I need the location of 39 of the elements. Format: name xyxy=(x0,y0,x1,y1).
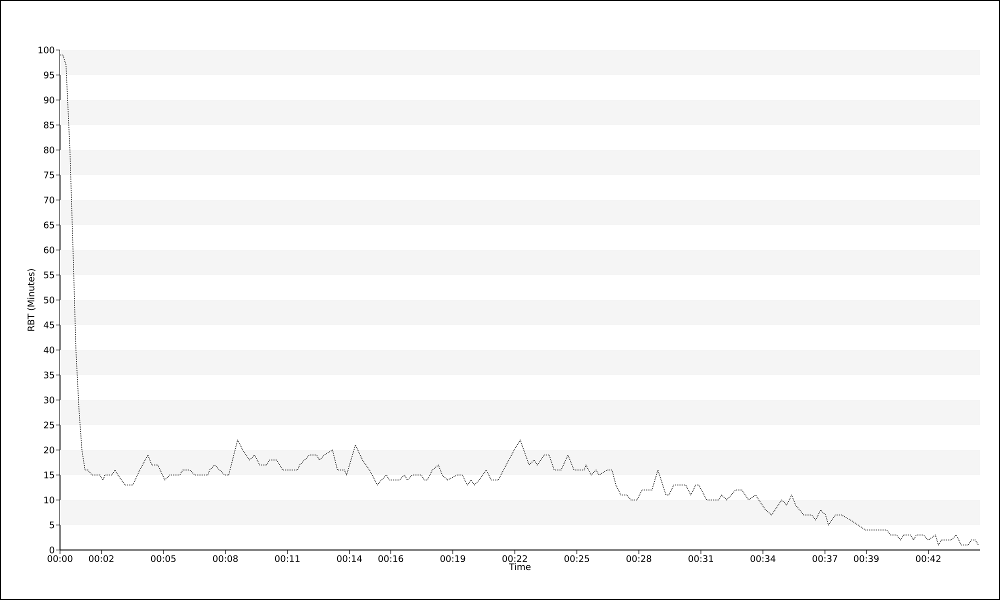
y-tick-label: 90 xyxy=(44,96,54,104)
y-tick-label: 15 xyxy=(44,472,54,478)
y-tick-label: 60 xyxy=(44,246,54,254)
x-tick-label: 00:16 xyxy=(378,555,404,562)
y-tick-label: 80 xyxy=(44,146,54,154)
y-tick-label: 95 xyxy=(44,72,54,78)
y-tick-label: 75 xyxy=(44,172,54,178)
x-tick-label: 00:42 xyxy=(916,555,940,562)
x-tick-label: 00:25 xyxy=(564,555,590,562)
y-tick-label: 50 xyxy=(44,296,54,304)
y-tick-label: 55 xyxy=(44,272,54,278)
y-tick-label: 5 xyxy=(50,522,54,528)
y-axis-title: RBT (Minutes) xyxy=(27,269,36,331)
y-tick-label: 45 xyxy=(44,322,54,328)
x-tick-label: 00:39 xyxy=(854,555,879,562)
y-tick-label: 70 xyxy=(44,196,54,204)
x-tick-label: 00:22 xyxy=(502,555,527,562)
x-tick-label: 00:37 xyxy=(812,555,838,562)
y-tick-label: 35 xyxy=(44,372,54,378)
x-tick-label: 00:14 xyxy=(337,555,362,562)
y-tick-label: 25 xyxy=(44,422,54,428)
x-axis-title: Time xyxy=(508,563,531,570)
y-tick-label: 0 xyxy=(50,546,54,554)
x-tick-label: 00:31 xyxy=(688,555,714,562)
y-tick-label: 85 xyxy=(44,122,54,128)
y-tick-label: 100 xyxy=(38,46,54,54)
x-tick-label: 00:00 xyxy=(48,555,72,562)
y-tick-label: 65 xyxy=(44,222,54,228)
x-tick-label: 00:05 xyxy=(151,555,176,562)
y-tick-label: 20 xyxy=(44,446,54,454)
x-tick-label: 00:28 xyxy=(626,555,652,562)
x-tick-label: 00:02 xyxy=(88,555,114,562)
x-tick-label: 00:19 xyxy=(440,555,466,562)
x-tick-label: 00:11 xyxy=(275,555,300,562)
x-tick-label: 00:08 xyxy=(213,555,238,562)
x-tick-label: 00:34 xyxy=(750,555,776,562)
y-tick-label: 10 xyxy=(44,496,54,504)
y-tick-label: 40 xyxy=(44,346,54,354)
y-tick-label: 30 xyxy=(44,396,54,404)
